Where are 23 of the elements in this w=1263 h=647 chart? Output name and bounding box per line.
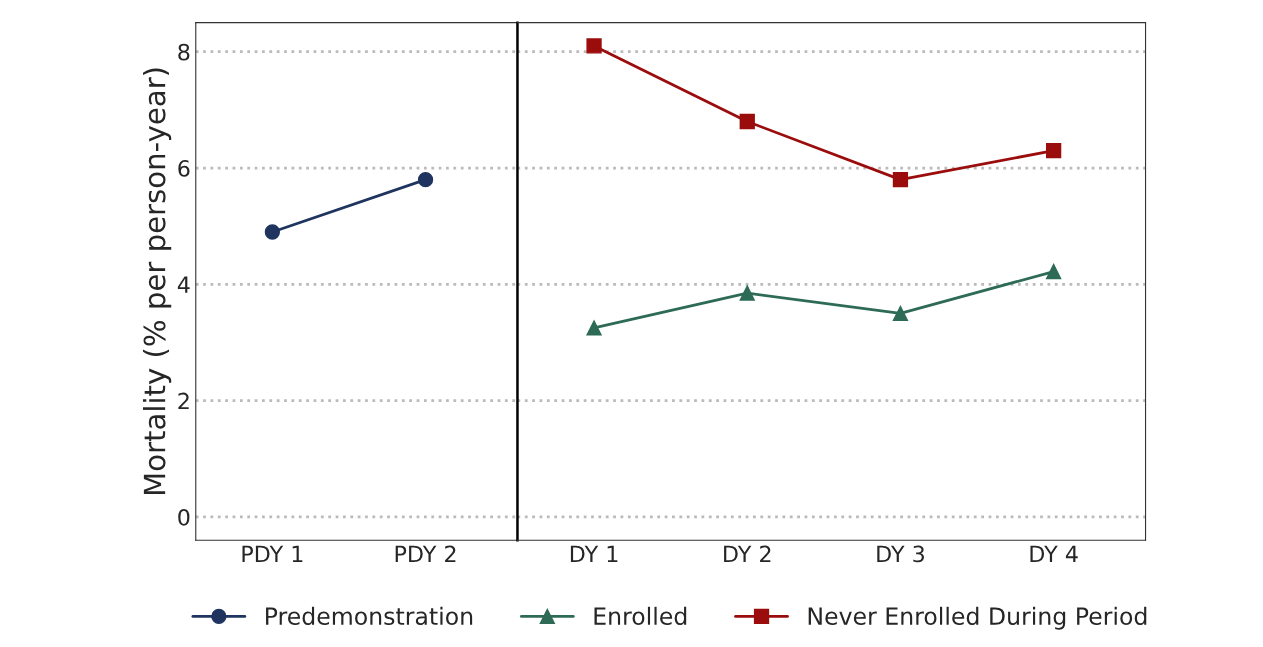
y-tick-label: 0 xyxy=(178,508,190,526)
x-tick-label: PDY 1 xyxy=(242,545,303,562)
y-tick-label: 6 xyxy=(178,159,190,177)
legend-label: Enrolled xyxy=(594,606,687,626)
point xyxy=(739,285,755,301)
x-tick-label: PDY 2 xyxy=(395,545,456,562)
point xyxy=(739,113,755,130)
y-tick-label: 8 xyxy=(178,43,190,61)
y-tick-label: 4 xyxy=(177,276,190,293)
point xyxy=(892,172,909,188)
y-axis-title: Mortality (% per person-year) xyxy=(142,68,172,495)
x-tick-label: DY 2 xyxy=(724,545,771,562)
x-tick-label: DY 1 xyxy=(570,545,618,562)
point xyxy=(1045,142,1062,159)
x-tick-label: DY 4 xyxy=(1030,545,1078,562)
point xyxy=(586,38,602,54)
legend-label: Predemonstration xyxy=(266,606,473,626)
point xyxy=(586,320,602,336)
y-tick-label: 2 xyxy=(178,392,189,410)
point xyxy=(1045,263,1062,280)
legend-label: Never Enrolled During Period xyxy=(808,606,1147,630)
x-tick-label: DY 3 xyxy=(877,545,924,563)
point xyxy=(892,305,909,322)
